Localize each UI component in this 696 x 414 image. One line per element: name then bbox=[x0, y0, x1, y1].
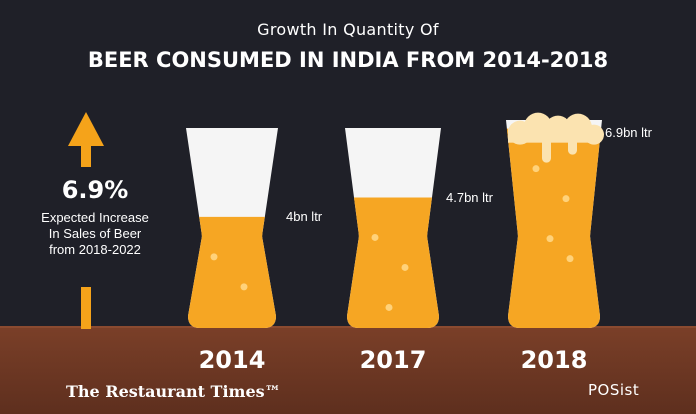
bubble bbox=[562, 195, 570, 203]
data-label-2017: 4.7bn ltr bbox=[446, 190, 494, 205]
category-label-2018: 2018 bbox=[521, 346, 588, 374]
brand-logo-text: The Restaurant Times™ bbox=[66, 382, 281, 401]
growth-arrow-head-icon bbox=[68, 112, 104, 146]
foam bbox=[508, 128, 600, 143]
data-label-2018: 6.9bn ltr bbox=[605, 125, 653, 140]
growth-arrow-shaft-top bbox=[81, 145, 91, 167]
bubble bbox=[240, 283, 248, 291]
bubble bbox=[566, 255, 574, 263]
chart-title-line1: Growth In Quantity Of bbox=[257, 20, 439, 39]
bubble bbox=[532, 165, 540, 173]
bubble bbox=[401, 263, 409, 271]
bubble bbox=[385, 303, 393, 311]
chart-title-line2: BEER CONSUMED IN INDIA FROM 2014-2018 bbox=[87, 48, 609, 72]
bubble bbox=[210, 253, 218, 261]
partner-logo-text: POSist bbox=[588, 381, 640, 399]
growth-arrow-shaft-bottom bbox=[81, 287, 91, 329]
wooden-floor bbox=[0, 328, 696, 414]
beer-fill-bar-2014 bbox=[188, 216, 276, 328]
growth-percent: 6.9% bbox=[61, 176, 129, 204]
bubble bbox=[371, 233, 379, 241]
data-label-2014: 4bn ltr bbox=[286, 209, 323, 224]
beer-fill-bar-2018 bbox=[506, 128, 602, 328]
foam-drip bbox=[542, 136, 551, 163]
growth-description: Expected Increase In Sales of Beer from … bbox=[41, 210, 149, 257]
category-label-2017: 2017 bbox=[360, 346, 427, 374]
bubble bbox=[546, 235, 554, 243]
beer-fill-bar-2017 bbox=[347, 197, 439, 328]
category-label-2014: 2014 bbox=[199, 346, 266, 374]
foam-drip bbox=[568, 136, 577, 155]
